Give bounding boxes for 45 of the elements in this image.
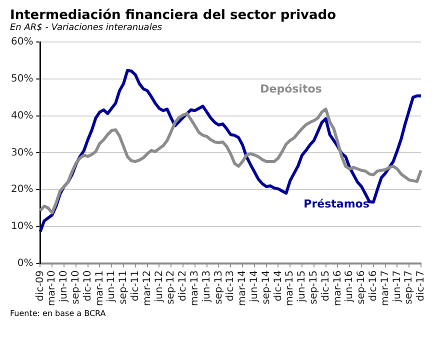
x-tick-label: mar-14 <box>237 270 248 306</box>
x-tick-label: sep-12 <box>166 270 177 304</box>
chart-title: Intermediación financiera del sector privado <box>10 8 338 23</box>
series-label: Depósitos <box>260 82 322 96</box>
x-tick-label: sep-13 <box>213 270 224 304</box>
x-tick-label: jun-16 <box>344 270 356 304</box>
y-tick-label: 40% <box>10 110 34 122</box>
x-tick-label: dic-17 <box>416 270 427 302</box>
x-tick-label: dic-15 <box>320 270 332 302</box>
series-label: Préstamos <box>304 197 370 210</box>
x-tick-label: mar-16 <box>332 270 344 306</box>
y-tick-label: 10% <box>10 221 34 232</box>
source-note: Fuente: en base a BCRA <box>10 309 107 318</box>
x-tick-label: dic-12 <box>178 270 189 302</box>
x-tick-label: dic-13 <box>225 270 236 302</box>
x-tick-label: sep-15 <box>308 270 320 304</box>
y-tick-label: 30% <box>10 147 34 158</box>
x-tick-label: sep-10 <box>70 270 82 304</box>
x-tick-label: jun-15 <box>296 270 308 304</box>
x-tick-label: jun-13 <box>201 270 212 304</box>
x-tick-label: mar-17 <box>380 270 391 306</box>
x-tick-label: jun-11 <box>106 270 118 304</box>
x-tick-label: mar-12 <box>142 270 153 306</box>
x-tick-label: sep-16 <box>356 270 368 304</box>
x-tick-label: mar-13 <box>190 270 201 306</box>
x-tick-label: sep-17 <box>404 270 415 304</box>
x-tick-label: dic-11 <box>130 270 142 302</box>
x-tick-label: mar-11 <box>94 270 106 306</box>
x-tick-label: sep-14 <box>260 270 272 304</box>
y-tick-label: 0% <box>17 258 34 269</box>
x-tick-label: dic-16 <box>368 270 379 302</box>
x-tick-label: jun-10 <box>58 270 70 304</box>
x-tick-label: mar-15 <box>284 270 296 306</box>
x-tick-label: dic-09 <box>34 270 46 302</box>
x-tick-label: jun-14 <box>249 270 260 304</box>
chart-subtitle: En AR$ - Variaciones interanuales <box>10 23 164 33</box>
y-tick-label: 20% <box>10 184 34 196</box>
x-tick-label: mar-10 <box>46 270 58 306</box>
x-tick-label: dic-10 <box>82 270 94 302</box>
x-tick-label: jun-17 <box>392 270 403 304</box>
x-tick-label: jun-12 <box>154 270 165 304</box>
x-tick-label: dic-14 <box>272 270 284 302</box>
y-tick-label: 60% <box>10 36 34 48</box>
x-tick-label: sep-11 <box>118 270 130 304</box>
y-tick-label: 50% <box>10 73 34 84</box>
